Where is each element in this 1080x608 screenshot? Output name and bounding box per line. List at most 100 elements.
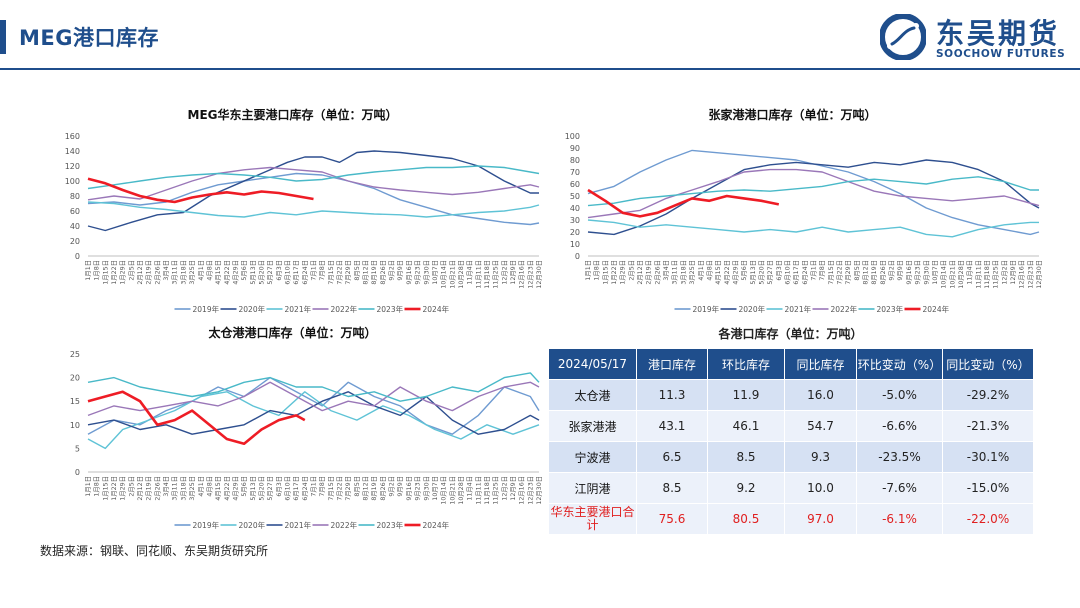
- x-tick-label: 5月6日: [240, 476, 248, 497]
- x-tick-label: 7月29日: [344, 476, 352, 501]
- x-tick-label: 7月15日: [327, 260, 335, 285]
- x-tick-label: 9月23日: [914, 260, 922, 285]
- x-tick-label: 7月29日: [844, 260, 852, 285]
- x-tick-label: 3月25日: [688, 260, 696, 285]
- x-tick-label: 5月6日: [740, 260, 748, 281]
- y-tick-label: 100: [65, 177, 80, 186]
- x-tick-label: 5月20日: [257, 260, 265, 285]
- y-tick-label: 60: [70, 207, 80, 216]
- x-tick-label: 10月7日: [431, 260, 439, 285]
- page-title: MEG港口库存: [19, 26, 159, 50]
- y-tick-label: 60: [570, 180, 580, 189]
- x-tick-label: 3月18日: [179, 260, 187, 285]
- x-tick-label: 12月2日: [500, 476, 508, 501]
- legend-label: 2023年: [377, 520, 404, 530]
- table-cell: 80.5: [707, 503, 785, 535]
- y-tick-label: 10: [570, 240, 580, 249]
- y-tick-label: 120: [65, 162, 80, 171]
- x-tick-label: 8月19日: [370, 476, 378, 501]
- series-line-2019年: [87, 376, 540, 435]
- chart-panel-taicang: 太仓港港口库存（单位：万吨） 0 5 10 15 20 25 1月1日 1月8日 1月15日 1月…: [40, 322, 545, 532]
- x-tick-label: 5月6日: [240, 260, 248, 281]
- x-tick-label: 4月15日: [714, 260, 722, 285]
- table-row: 张家港港 43.1 46.1 54.7 -6.6% -21.3%: [548, 410, 1034, 442]
- series-line-2024年: [87, 390, 306, 445]
- x-tick-label: 2月26日: [153, 260, 161, 285]
- x-tick-label: 3月11日: [171, 476, 179, 501]
- legend-label: 2021年: [285, 304, 312, 314]
- x-tick-label: 5月27日: [766, 260, 774, 285]
- y-tick-label: 40: [70, 222, 80, 231]
- y-tick-label: 10: [70, 421, 80, 430]
- x-tick-label: 6月10日: [283, 260, 291, 285]
- table-cell-port: 江阴港: [548, 472, 637, 504]
- x-tick-label: 10月28日: [957, 260, 965, 289]
- series-line-2022年: [587, 168, 1040, 219]
- x-tick-label: 4月1日: [197, 476, 205, 497]
- x-tick-label: 12月23日: [526, 476, 534, 505]
- table-cell: -21.3%: [942, 410, 1034, 442]
- table-cell: 46.1: [707, 410, 785, 442]
- y-tick-label: 20: [70, 374, 80, 383]
- series-line-2020年: [587, 159, 1040, 236]
- x-tick-label: 3月25日: [188, 476, 196, 501]
- legend-label: 2024年: [423, 520, 450, 530]
- legend-label: 2021年: [785, 304, 812, 314]
- table-cell: 10.0: [784, 472, 857, 504]
- table-header-row: 2024/05/17 港口库存 环比库存 同比库存 环比变动（%） 同比变动（%…: [548, 348, 1034, 380]
- table-cell: 8.5: [707, 441, 785, 473]
- y-tick-label: 5: [75, 444, 80, 453]
- x-tick-label: 3月18日: [679, 260, 687, 285]
- y-tick-label: 80: [570, 156, 580, 165]
- x-tick-label: 11月25日: [992, 260, 1000, 289]
- x-tick-label: 10月21日: [448, 476, 456, 505]
- x-tick-label: 6月3日: [775, 260, 783, 281]
- y-tick-label: 25: [70, 350, 80, 359]
- table-header-cell: 环比变动（%）: [856, 348, 943, 380]
- x-tick-label: 11月25日: [492, 476, 500, 505]
- x-tick-label: 11月18日: [483, 476, 491, 505]
- logo-english-text: SOOCHOW FUTURES: [936, 48, 1066, 60]
- x-tick-label: 2月26日: [153, 476, 161, 501]
- x-tick-label: 1月1日: [84, 476, 92, 497]
- y-tick-label: 160: [65, 132, 80, 141]
- x-tick-label: 9月2日: [888, 260, 896, 281]
- x-tick-label: 12月9日: [509, 476, 517, 501]
- legend-label: 2020年: [739, 304, 766, 314]
- series-line-2020年: [87, 150, 539, 232]
- y-tick-label: 20: [570, 228, 580, 237]
- x-tick-label: 4月1日: [697, 260, 705, 281]
- x-tick-label: 3月11日: [171, 260, 179, 285]
- x-tick-label: 6月17日: [792, 260, 800, 285]
- table-cell: 54.7: [784, 410, 857, 442]
- x-tick-label: 12月30日: [535, 476, 543, 505]
- table-cell: -5.0%: [856, 379, 943, 411]
- table-cell-port: 张家港港: [548, 410, 637, 442]
- x-tick-label: 3月4日: [662, 260, 670, 281]
- table-cell: -15.0%: [942, 472, 1034, 504]
- x-tick-label: 8月5日: [853, 260, 861, 281]
- x-tick-label: 9月16日: [405, 476, 413, 501]
- x-tick-label: 8月5日: [353, 260, 361, 281]
- x-tick-label: 6月24日: [801, 260, 809, 285]
- y-tick-label: 0: [575, 252, 580, 261]
- source-note: 数据来源：钢联、同花顺、东吴期货研究所: [40, 544, 269, 558]
- table-cell: -6.6%: [856, 410, 943, 442]
- x-tick-label: 10月21日: [448, 260, 456, 289]
- x-tick-label: 2月5日: [627, 260, 635, 281]
- legend-label: 2022年: [831, 304, 858, 314]
- x-tick-label: 1月8日: [93, 260, 101, 281]
- x-tick-label: 1月22日: [610, 260, 618, 285]
- table-row: 江阴港 8.5 9.2 10.0 -7.6% -15.0%: [548, 472, 1034, 504]
- x-tick-label: 8月12日: [862, 260, 870, 285]
- series-line-2021年: [587, 219, 1039, 238]
- legend-label: 2023年: [877, 304, 904, 314]
- y-tick-label: 15: [70, 397, 80, 406]
- x-tick-label: 12月16日: [518, 476, 526, 505]
- x-tick-label: 8月26日: [879, 260, 887, 285]
- x-tick-label: 8月26日: [379, 260, 387, 285]
- legend-label: 2019年: [193, 304, 220, 314]
- x-tick-label: 11月4日: [466, 476, 474, 501]
- y-tick-label: 80: [70, 192, 80, 201]
- x-tick-label: 7月1日: [310, 476, 318, 497]
